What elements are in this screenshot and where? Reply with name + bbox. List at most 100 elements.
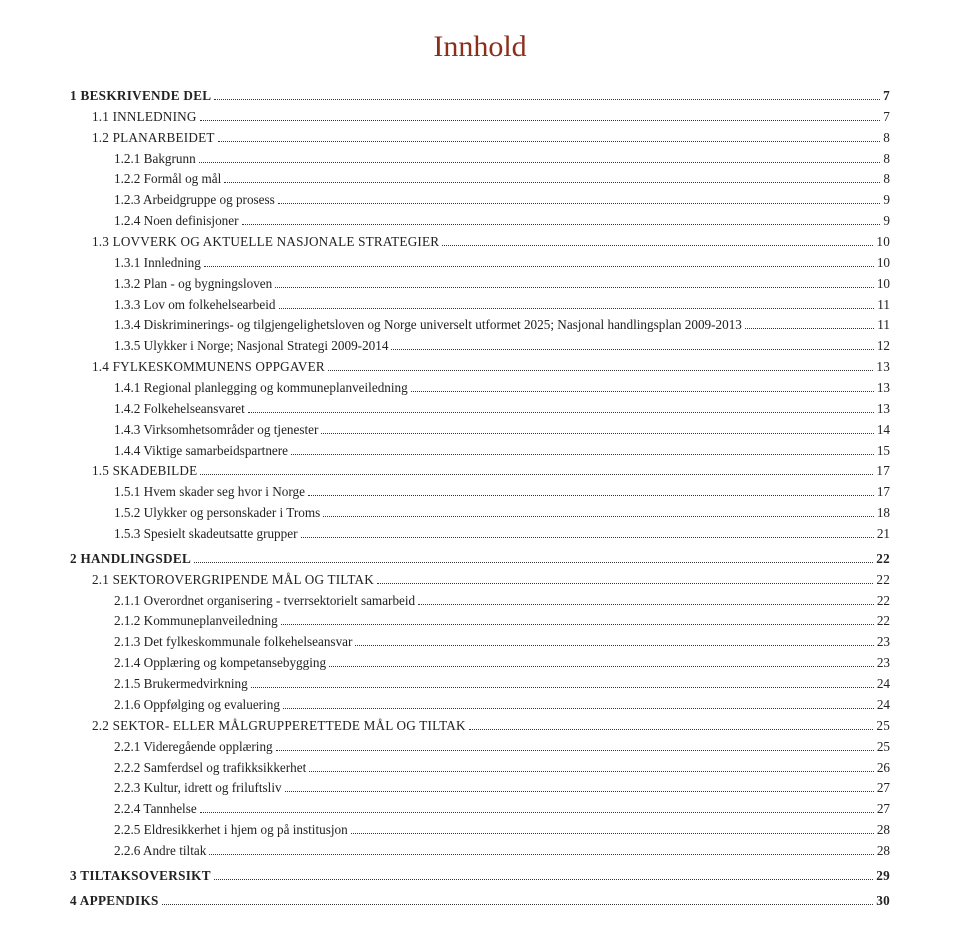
toc-entry-page: 25 [877, 737, 890, 758]
toc-leader-dots [204, 266, 874, 267]
toc-entry-label: 1.4.1 Regional planlegging og kommunepla… [114, 378, 408, 399]
toc-entry-page: 17 [876, 461, 890, 482]
toc-entry-page: 24 [877, 695, 890, 716]
toc-entry: 3 TILTAKSOVERSIKT29 [70, 866, 890, 887]
toc-entry: 2.2.1 Videregående opplæring25 [114, 737, 890, 758]
toc-entry: 2.1.6 Oppfølging og evaluering 24 [114, 695, 890, 716]
toc-entry-label: 1.5.2 Ulykker og personskader i Troms [114, 503, 320, 524]
toc-entry: 1.5.1 Hvem skader seg hvor i Norge17 [114, 482, 890, 503]
toc-entry-page: 7 [883, 107, 890, 128]
toc-leader-dots [309, 771, 874, 772]
toc-entry-page: 23 [877, 632, 890, 653]
toc-entry-page: 26 [877, 758, 890, 779]
toc-entry-label: 2.2.4 Tannhelse [114, 799, 197, 820]
toc-entry: 1.2.4 Noen definisjoner9 [114, 211, 890, 232]
toc-leader-dots [418, 604, 874, 605]
toc-leader-dots [377, 583, 873, 584]
toc-leader-dots [283, 708, 874, 709]
toc-entry-label: 1.1 INNLEDNING [92, 107, 197, 128]
toc-leader-dots [276, 750, 874, 751]
page-title: Innhold [70, 30, 890, 64]
toc-entry: 1.2.1 Bakgrunn 8 [114, 149, 890, 170]
toc-leader-dots [278, 203, 881, 204]
toc-leader-dots [355, 645, 873, 646]
toc-entry: 2.1.1 Overordnet organisering - tverrsek… [114, 591, 890, 612]
toc-entry: 1.5.2 Ulykker og personskader i Troms 18 [114, 503, 890, 524]
toc-entry-page: 10 [877, 274, 890, 295]
toc-entry-label: 1.3.2 Plan - og bygningsloven [114, 274, 272, 295]
toc-leader-dots [200, 812, 874, 813]
toc-entry-label: 2.1.6 Oppfølging og evaluering [114, 695, 280, 716]
toc-leader-dots [194, 562, 873, 563]
toc-container: 1 BESKRIVENDE DEL71.1 INNLEDNING71.2 PLA… [70, 86, 890, 912]
toc-entry: 1.3 LOVVERK OG AKTUELLE NASJONALE STRATE… [92, 232, 890, 253]
toc-leader-dots [275, 287, 874, 288]
toc-entry-label: 1.3.3 Lov om folkehelsearbeid [114, 295, 276, 316]
toc-leader-dots [328, 370, 874, 371]
toc-entry: 1.4.3 Virksomhetsområder og tjenester 14 [114, 420, 890, 441]
toc-leader-dots [285, 791, 874, 792]
toc-leader-dots [214, 879, 873, 880]
toc-entry-page: 18 [877, 503, 890, 524]
toc-entry-page: 11 [877, 295, 890, 316]
toc-entry: 1.5.3 Spesielt skadeutsatte grupper21 [114, 524, 890, 545]
toc-entry-label: 1.4.4 Viktige samarbeidspartnere [114, 441, 288, 462]
toc-entry-page: 23 [877, 653, 890, 674]
toc-entry: 1.2.2 Formål og mål8 [114, 169, 890, 190]
toc-entry: 1.3.2 Plan - og bygningsloven 10 [114, 274, 890, 295]
toc-entry-label: 1.2.3 Arbeidgruppe og prosess [114, 190, 275, 211]
toc-entry-page: 13 [877, 378, 890, 399]
toc-page: Innhold 1 BESKRIVENDE DEL 7 1.1 INNLEDNING… [0, 0, 960, 952]
toc-entry-label: 1 BESKRIVENDE DEL [70, 86, 211, 107]
toc-entry-page: 13 [877, 399, 890, 420]
toc-entry-page: 8 [883, 149, 890, 170]
toc-leader-dots [411, 391, 874, 392]
toc-entry-label: 2.2 SEKTOR- ELLER MÅLGRUPPERETTEDE MÅL O… [92, 716, 466, 737]
toc-entry: 2.1 SEKTOROVERGRIPENDE MÅL OG TILTAK22 [92, 570, 890, 591]
toc-entry: 1.2 PLANARBEIDET8 [92, 128, 890, 149]
toc-entry: 2.2 SEKTOR- ELLER MÅLGRUPPERETTEDE MÅL O… [92, 716, 890, 737]
toc-leader-dots [469, 729, 874, 730]
toc-entry: 2.1.3 Det fylkeskommunale folkehelseansv… [114, 632, 890, 653]
toc-entry-label: 1.5.3 Spesielt skadeutsatte grupper [114, 524, 298, 545]
toc-leader-dots [351, 833, 874, 834]
toc-entry-page: 22 [876, 549, 890, 570]
toc-leader-dots [391, 349, 873, 350]
toc-leader-dots [242, 224, 881, 225]
toc-entry-label: 2.1.2 Kommuneplanveiledning [114, 611, 278, 632]
toc-entry-page: 10 [877, 253, 890, 274]
toc-entry-page: 17 [877, 482, 890, 503]
toc-entry-page: 30 [876, 891, 890, 912]
toc-leader-dots [323, 516, 874, 517]
toc-leader-dots [308, 495, 874, 496]
toc-entry-page: 22 [876, 570, 890, 591]
toc-entry: 2.2.4 Tannhelse 27 [114, 799, 890, 820]
toc-entry-label: 1.4.3 Virksomhetsområder og tjenester [114, 420, 318, 441]
toc-entry-page: 24 [877, 674, 890, 695]
toc-leader-dots [200, 474, 873, 475]
toc-leader-dots [279, 308, 875, 309]
toc-entry: 2.2.3 Kultur, idrett og friluftsliv27 [114, 778, 890, 799]
toc-entry: 1.5 SKADEBILDE17 [92, 461, 890, 482]
toc-entry: 2.1.4 Opplæring og kompetansebygging23 [114, 653, 890, 674]
toc-leader-dots [291, 454, 874, 455]
toc-entry-page: 25 [876, 716, 890, 737]
toc-entry-page: 14 [877, 420, 890, 441]
toc-leader-dots [745, 328, 874, 329]
toc-entry-label: 2.2.3 Kultur, idrett og friluftsliv [114, 778, 282, 799]
toc-leader-dots [199, 162, 881, 163]
toc-entry: 2.2.2 Samferdsel og trafikksikkerhet26 [114, 758, 890, 779]
toc-entry-page: 27 [877, 799, 890, 820]
toc-entry-page: 15 [877, 441, 890, 462]
toc-entry-label: 1.2 PLANARBEIDET [92, 128, 215, 149]
toc-leader-dots [218, 141, 881, 142]
toc-entry-page: 29 [876, 866, 890, 887]
toc-entry-label: 1.3.4 Diskriminerings- og tilgjengelighe… [114, 315, 742, 336]
toc-entry-page: 9 [883, 211, 890, 232]
toc-entry: 2.1.2 Kommuneplanveiledning22 [114, 611, 890, 632]
toc-entry-label: 1.2.2 Formål og mål [114, 169, 221, 190]
toc-leader-dots [248, 412, 874, 413]
toc-entry-label: 2.2.5 Eldresikkerhet i hjem og på instit… [114, 820, 348, 841]
toc-leader-dots [321, 433, 873, 434]
toc-entry-label: 1.2.1 Bakgrunn [114, 149, 196, 170]
